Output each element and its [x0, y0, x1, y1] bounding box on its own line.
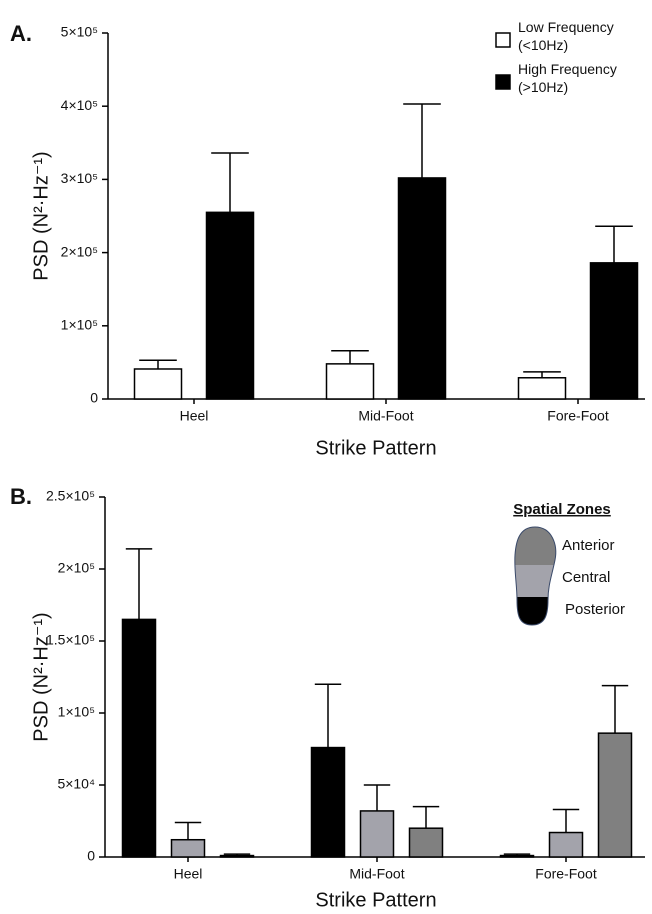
y-tick-label: 4×10⁵ [61, 97, 98, 113]
x-tick-label: Heel [180, 408, 209, 424]
bar [548, 831, 584, 858]
bar [121, 618, 157, 858]
x-axis-title: Strike Pattern [315, 889, 436, 911]
x-tick-label: Fore-Foot [535, 866, 597, 882]
bar [170, 838, 206, 858]
foot-icon [514, 527, 556, 625]
y-axis-title: PSD (N²·Hz⁻¹) [30, 612, 52, 741]
bar [397, 177, 447, 400]
foot-outline [514, 526, 557, 626]
x-tick-label: Mid-Foot [349, 866, 404, 882]
bar [133, 368, 183, 400]
y-tick-label: 3×10⁵ [61, 170, 98, 186]
legend-swatch [495, 32, 511, 48]
foot-zone [514, 565, 556, 597]
bar [359, 810, 395, 858]
bar [408, 827, 444, 858]
legend-label: Anterior [562, 537, 615, 554]
x-tick-label: Heel [174, 866, 203, 882]
y-tick-label: 0 [90, 390, 98, 406]
y-tick-label: 5×10⁵ [61, 24, 98, 40]
bar [597, 732, 633, 858]
y-tick-label: 1×10⁵ [61, 317, 98, 333]
bar [499, 854, 535, 858]
x-tick-label: Fore-Foot [547, 408, 609, 424]
legend-label: Posterior [565, 601, 625, 618]
x-tick-label: Mid-Foot [358, 408, 413, 424]
panel-label: B. [10, 484, 32, 509]
bar [310, 746, 346, 858]
panel-label: A. [10, 21, 32, 46]
y-tick-label: 5×10⁴ [57, 776, 95, 792]
legend-swatch [495, 74, 511, 90]
legend-label: Central [562, 569, 610, 586]
y-tick-label: 0 [87, 848, 95, 864]
bar [219, 854, 255, 858]
bar [589, 262, 639, 400]
y-tick-label: 2×10⁵ [61, 243, 98, 259]
legend-title: Spatial Zones [513, 501, 611, 518]
y-tick-label: 1×10⁵ [58, 704, 95, 720]
foot-zone [514, 597, 556, 625]
y-tick-label: 2.5×10⁵ [46, 488, 95, 504]
legend-label: High Frequency (>10Hz) [518, 61, 617, 95]
bar [517, 377, 567, 400]
y-tick-label: 2×10⁵ [58, 560, 95, 576]
y-tick-label: 1.5×10⁵ [46, 632, 95, 648]
bar [325, 363, 375, 400]
legend-label: Low Frequency (<10Hz) [518, 19, 614, 53]
x-axis-title: Strike Pattern [315, 437, 436, 459]
bar [205, 211, 255, 400]
y-axis-title: PSD (N²·Hz⁻¹) [30, 151, 52, 280]
